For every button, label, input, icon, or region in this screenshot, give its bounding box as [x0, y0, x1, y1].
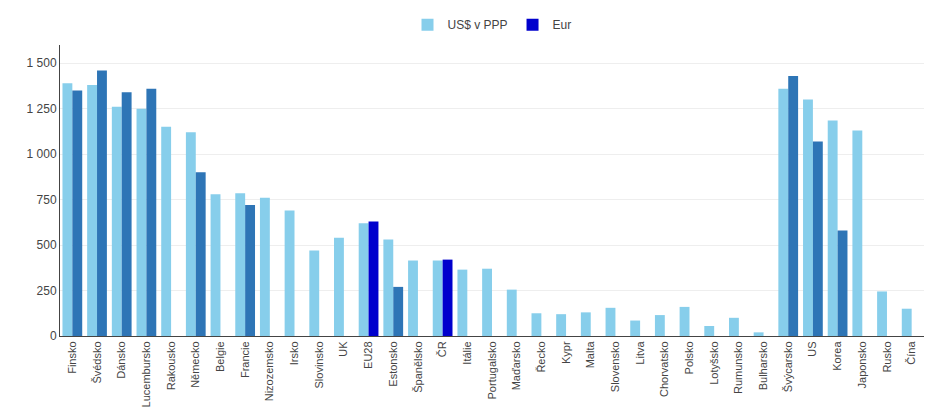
svg-text:Irsko: Irsko — [288, 341, 300, 365]
svg-text:Švédsko: Švédsko — [91, 341, 103, 383]
svg-text:1 000: 1 000 — [27, 147, 57, 161]
svg-text:Bulharsko: Bulharsko — [757, 341, 769, 390]
svg-text:Estonsko: Estonsko — [387, 341, 399, 386]
svg-text:1 250: 1 250 — [27, 102, 57, 116]
svg-text:Portugalsko: Portugalsko — [486, 341, 498, 399]
svg-text:0: 0 — [50, 329, 57, 343]
svg-text:750: 750 — [37, 193, 57, 207]
svg-text:ČR: ČR — [436, 341, 448, 357]
svg-text:Kypr: Kypr — [560, 341, 572, 364]
svg-text:Malta: Malta — [584, 341, 596, 369]
svg-text:Lucembursko: Lucembursko — [140, 341, 152, 407]
svg-text:Řecko: Řecko — [535, 341, 547, 372]
svg-text:Slovinsko: Slovinsko — [313, 341, 325, 388]
svg-text:US$ v PPP: US$ v PPP — [448, 18, 508, 32]
svg-text:US: US — [806, 341, 818, 356]
svg-text:Japonsko: Japonsko — [856, 341, 868, 388]
svg-text:Dánsko: Dánsko — [115, 341, 127, 378]
svg-text:1 500: 1 500 — [27, 56, 57, 70]
svg-text:Litva: Litva — [634, 341, 646, 365]
svg-text:EU28: EU28 — [362, 341, 374, 369]
svg-text:Belgie: Belgie — [214, 341, 226, 372]
svg-text:Španělsko: Španělsko — [412, 341, 424, 392]
svg-text:Korea: Korea — [831, 341, 843, 371]
svg-text:Francie: Francie — [239, 341, 251, 378]
svg-text:Nizozemsko: Nizozemsko — [263, 341, 275, 401]
svg-text:250: 250 — [37, 284, 57, 298]
svg-text:Polsko: Polsko — [683, 341, 695, 374]
svg-text:UK: UK — [337, 341, 349, 357]
svg-text:Německo: Německo — [189, 341, 201, 387]
svg-text:Finsko: Finsko — [66, 341, 78, 373]
svg-text:Lotyšsko: Lotyšsko — [708, 341, 720, 384]
svg-text:Itálie: Itálie — [461, 341, 473, 364]
svg-text:Chorvatsko: Chorvatsko — [658, 341, 670, 397]
svg-text:Rumunsko: Rumunsko — [732, 341, 744, 394]
svg-text:Maďarsko: Maďarsko — [510, 341, 522, 390]
svg-text:500: 500 — [37, 238, 57, 252]
svg-text:Rakousko: Rakousko — [165, 341, 177, 390]
svg-text:Rusko: Rusko — [881, 341, 893, 372]
svg-text:Eur: Eur — [553, 18, 572, 32]
svg-text:Čína: Čína — [905, 341, 917, 365]
svg-text:Slovensko: Slovensko — [609, 341, 621, 392]
svg-text:Švýcarsko: Švýcarsko — [782, 341, 794, 392]
